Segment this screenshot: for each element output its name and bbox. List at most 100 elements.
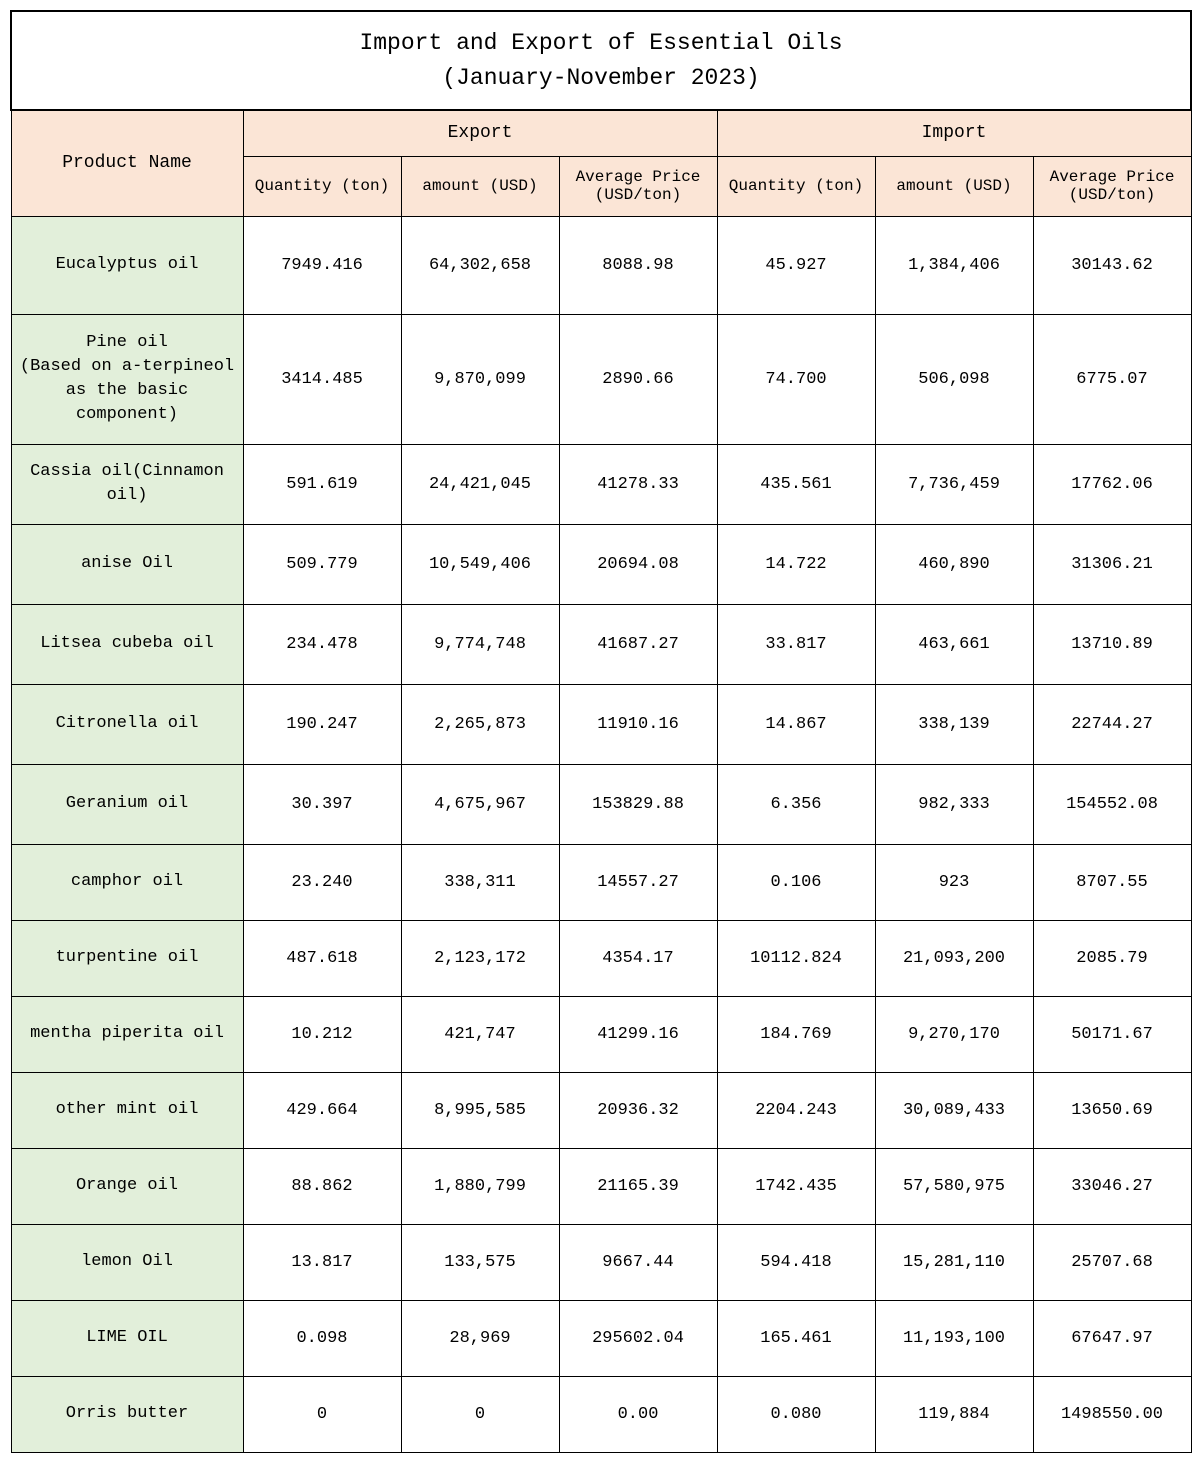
table-row: Citronella oil190.2472,265,87311910.1614… xyxy=(11,684,1191,764)
data-cell: 6.356 xyxy=(717,764,875,844)
table-row: Cassia oil(Cinnamon oil)591.61924,421,04… xyxy=(11,444,1191,524)
data-cell: 184.769 xyxy=(717,996,875,1072)
table-row: camphor oil23.240338,31114557.270.106923… xyxy=(11,844,1191,920)
header-row-1: Product Name Export Import xyxy=(11,110,1191,156)
data-cell: 421,747 xyxy=(401,996,559,1072)
title-line-2: (January-November 2023) xyxy=(442,65,759,91)
data-cell: 2890.66 xyxy=(559,314,717,444)
data-cell: 0.106 xyxy=(717,844,875,920)
data-cell: 2085.79 xyxy=(1033,920,1191,996)
data-cell: 41687.27 xyxy=(559,604,717,684)
data-cell: 4354.17 xyxy=(559,920,717,996)
data-cell: 165.461 xyxy=(717,1300,875,1376)
product-name-cell: turpentine oil xyxy=(11,920,243,996)
product-name-cell: LIME OIL xyxy=(11,1300,243,1376)
product-name-cell: Litsea cubeba oil xyxy=(11,604,243,684)
table-row: mentha piperita oil10.212421,74741299.16… xyxy=(11,996,1191,1072)
data-cell: 30.397 xyxy=(243,764,401,844)
data-cell: 31306.21 xyxy=(1033,524,1191,604)
data-cell: 1742.435 xyxy=(717,1148,875,1224)
data-cell: 0.080 xyxy=(717,1376,875,1452)
data-cell: 10112.824 xyxy=(717,920,875,996)
title-row: Import and Export of Essential Oils (Jan… xyxy=(11,11,1191,110)
product-name-cell: camphor oil xyxy=(11,844,243,920)
data-cell: 4,675,967 xyxy=(401,764,559,844)
data-cell: 295602.04 xyxy=(559,1300,717,1376)
table-row: Orange oil88.8621,880,79921165.391742.43… xyxy=(11,1148,1191,1224)
table-row: anise Oil509.77910,549,40620694.0814.722… xyxy=(11,524,1191,604)
data-cell: 10,549,406 xyxy=(401,524,559,604)
data-cell: 50171.67 xyxy=(1033,996,1191,1072)
product-name-cell: anise Oil xyxy=(11,524,243,604)
data-cell: 10.212 xyxy=(243,996,401,1072)
data-cell: 15,281,110 xyxy=(875,1224,1033,1300)
data-cell: 13710.89 xyxy=(1033,604,1191,684)
data-cell: 591.619 xyxy=(243,444,401,524)
data-cell: 1,880,799 xyxy=(401,1148,559,1224)
data-cell: 7949.416 xyxy=(243,216,401,314)
data-cell: 9,774,748 xyxy=(401,604,559,684)
data-cell: 24,421,045 xyxy=(401,444,559,524)
data-cell: 41299.16 xyxy=(559,996,717,1072)
data-cell: 119,884 xyxy=(875,1376,1033,1452)
product-name-cell: Pine oil(Based on a-terpineol as the bas… xyxy=(11,314,243,444)
data-cell: 3414.485 xyxy=(243,314,401,444)
data-cell: 9,870,099 xyxy=(401,314,559,444)
product-name-cell: other mint oil xyxy=(11,1072,243,1148)
data-cell: 133,575 xyxy=(401,1224,559,1300)
data-cell: 7,736,459 xyxy=(875,444,1033,524)
title-line-1: Import and Export of Essential Oils xyxy=(359,30,842,56)
product-name-cell: Geranium oil xyxy=(11,764,243,844)
essential-oils-table: Import and Export of Essential Oils (Jan… xyxy=(10,10,1192,1453)
table-row: Eucalyptus oil7949.41664,302,6588088.984… xyxy=(11,216,1191,314)
data-cell: 435.561 xyxy=(717,444,875,524)
data-cell: 14.867 xyxy=(717,684,875,764)
data-cell: 463,661 xyxy=(875,604,1033,684)
data-cell: 154552.08 xyxy=(1033,764,1191,844)
data-cell: 21165.39 xyxy=(559,1148,717,1224)
table-row: Geranium oil30.3974,675,967153829.886.35… xyxy=(11,764,1191,844)
product-name-cell: lemon Oil xyxy=(11,1224,243,1300)
data-cell: 20936.32 xyxy=(559,1072,717,1148)
data-cell: 11910.16 xyxy=(559,684,717,764)
data-cell: 2,265,873 xyxy=(401,684,559,764)
data-cell: 460,890 xyxy=(875,524,1033,604)
data-cell: 338,311 xyxy=(401,844,559,920)
data-cell: 8,995,585 xyxy=(401,1072,559,1148)
product-name-cell: Orange oil xyxy=(11,1148,243,1224)
data-cell: 506,098 xyxy=(875,314,1033,444)
data-cell: 21,093,200 xyxy=(875,920,1033,996)
table-row: turpentine oil487.6182,123,1724354.17101… xyxy=(11,920,1191,996)
data-cell: 30143.62 xyxy=(1033,216,1191,314)
data-cell: 2,123,172 xyxy=(401,920,559,996)
data-cell: 338,139 xyxy=(875,684,1033,764)
data-cell: 2204.243 xyxy=(717,1072,875,1148)
data-cell: 0 xyxy=(401,1376,559,1452)
table-container: Import and Export of Essential Oils (Jan… xyxy=(10,10,1190,1453)
data-cell: 1498550.00 xyxy=(1033,1376,1191,1452)
data-cell: 594.418 xyxy=(717,1224,875,1300)
data-cell: 30,089,433 xyxy=(875,1072,1033,1148)
data-cell: 9667.44 xyxy=(559,1224,717,1300)
col-exp-qty: Quantity (ton) xyxy=(243,156,401,216)
col-imp-qty: Quantity (ton) xyxy=(717,156,875,216)
data-cell: 9,270,170 xyxy=(875,996,1033,1072)
data-cell: 6775.07 xyxy=(1033,314,1191,444)
data-cell: 923 xyxy=(875,844,1033,920)
data-cell: 33.817 xyxy=(717,604,875,684)
col-imp-amt: amount (USD) xyxy=(875,156,1033,216)
data-cell: 190.247 xyxy=(243,684,401,764)
data-cell: 67647.97 xyxy=(1033,1300,1191,1376)
data-cell: 234.478 xyxy=(243,604,401,684)
data-cell: 14557.27 xyxy=(559,844,717,920)
data-cell: 14.722 xyxy=(717,524,875,604)
table-row: other mint oil429.6648,995,58520936.3222… xyxy=(11,1072,1191,1148)
col-imp-avg: Average Price (USD/ton) xyxy=(1033,156,1191,216)
data-cell: 8088.98 xyxy=(559,216,717,314)
data-cell: 0 xyxy=(243,1376,401,1452)
data-cell: 41278.33 xyxy=(559,444,717,524)
data-cell: 57,580,975 xyxy=(875,1148,1033,1224)
data-cell: 33046.27 xyxy=(1033,1148,1191,1224)
table-row: LIME OIL0.09828,969295602.04165.46111,19… xyxy=(11,1300,1191,1376)
data-cell: 13.817 xyxy=(243,1224,401,1300)
